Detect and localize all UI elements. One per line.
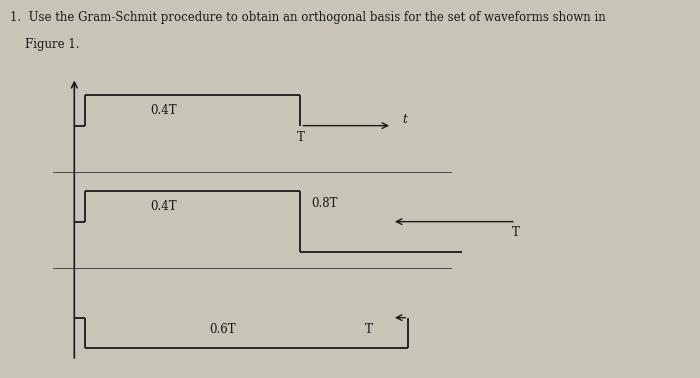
- Text: T: T: [512, 226, 520, 239]
- Text: T: T: [365, 324, 373, 336]
- Text: 0.6T: 0.6T: [209, 324, 236, 336]
- Text: 0.8T: 0.8T: [312, 197, 337, 210]
- Text: 0.4T: 0.4T: [150, 200, 176, 213]
- Text: t: t: [402, 113, 407, 126]
- Text: T: T: [297, 132, 304, 144]
- Text: 0.4T: 0.4T: [150, 104, 176, 117]
- Text: 1.  Use the Gram-Schmit procedure to obtain an orthogonal basis for the set of w: 1. Use the Gram-Schmit procedure to obta…: [10, 11, 606, 24]
- Text: Figure 1.: Figure 1.: [10, 38, 80, 51]
